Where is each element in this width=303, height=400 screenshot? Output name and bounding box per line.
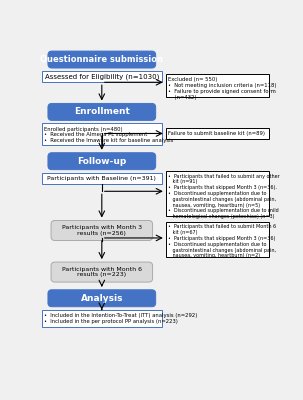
Bar: [166, 128, 269, 139]
Bar: [166, 222, 269, 258]
FancyBboxPatch shape: [51, 262, 153, 282]
Text: •  Participants that failed to submit any other
   kit (n=91)
•  Participants th: • Participants that failed to submit any…: [168, 174, 280, 219]
Text: Participants with Month 6
results (n=223): Participants with Month 6 results (n=223…: [62, 267, 142, 278]
Bar: [42, 71, 162, 82]
Text: •  Participants that failed to submit Month 6
   kit (n=67)
•  Participants that: • Participants that failed to submit Mon…: [168, 224, 276, 258]
Text: Failure to submit baseline kit (n=89): Failure to submit baseline kit (n=89): [168, 131, 265, 136]
Bar: [166, 74, 269, 97]
FancyBboxPatch shape: [48, 104, 156, 120]
Bar: [42, 310, 162, 327]
Text: Questionnaire submission: Questionnaire submission: [40, 55, 163, 64]
Bar: [42, 173, 162, 184]
FancyBboxPatch shape: [48, 51, 156, 68]
Text: Enrolled participants (n=480)
•  Received the Almega PL supplement
•  Received t: Enrolled participants (n=480) • Received…: [44, 126, 173, 143]
Bar: [42, 124, 162, 145]
FancyBboxPatch shape: [48, 290, 156, 307]
Text: Follow-up: Follow-up: [77, 157, 126, 166]
Text: Excluded (n= 550)
•  Not meeting inclusion criteria (n=118)
•  Failure to provid: Excluded (n= 550) • Not meeting inclusio…: [168, 77, 277, 100]
Text: •  Included in the Intention-To-Treat (ITT) analysis (n=292)
•  Included in the : • Included in the Intention-To-Treat (IT…: [44, 313, 198, 324]
FancyBboxPatch shape: [48, 153, 156, 170]
FancyBboxPatch shape: [51, 220, 153, 240]
Bar: [166, 171, 269, 216]
Text: Participants with Month 3
results (n=256): Participants with Month 3 results (n=256…: [62, 225, 142, 236]
Text: Enrollment: Enrollment: [74, 108, 130, 116]
Text: Participants with Baseline (n=391): Participants with Baseline (n=391): [47, 176, 156, 181]
Text: Analysis: Analysis: [81, 294, 123, 303]
Text: Assessed for Eligibility (n=1030): Assessed for Eligibility (n=1030): [45, 73, 159, 80]
